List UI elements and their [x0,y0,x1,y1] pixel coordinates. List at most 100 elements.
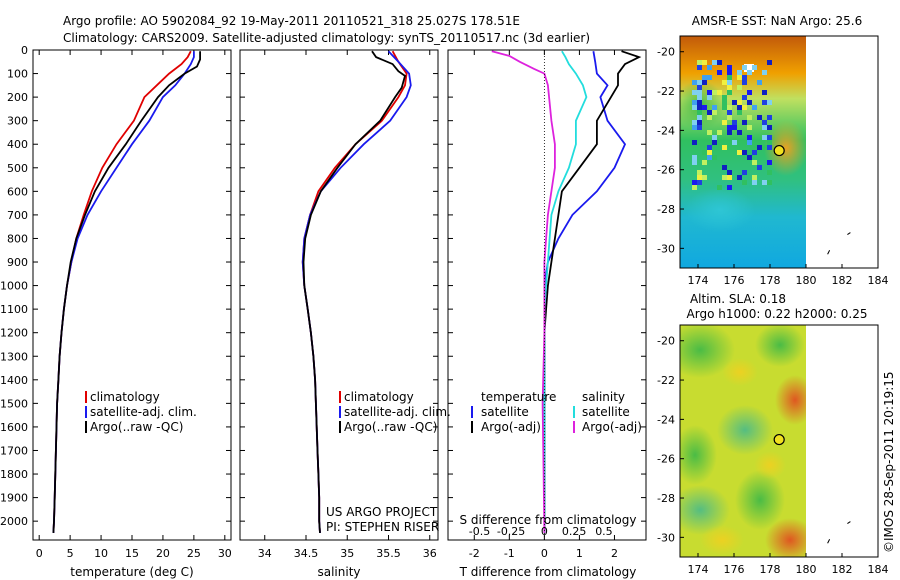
sst-pixel [747,70,752,75]
sst-pixel [697,105,702,110]
figure-title-line1: Argo profile: AO 5902084_92 19-May-2011 … [63,14,520,28]
sst-pixel [702,75,707,80]
sst-no-data-region [806,36,808,268]
project-annotation-line2: PI: STEPHEN RISER [326,520,439,534]
argo-float-marker [773,433,785,446]
x-tick-label: -1 [504,547,515,560]
sst-pixel [702,105,707,110]
temperature-plot: 0 5 10 15 20 25 30 [33,49,232,560]
sst-pixel [767,160,772,165]
series-line-satellite-adj-clim [52,51,195,533]
sst-pixel [757,145,762,150]
sst-pixel [752,160,757,165]
sst-pixel [717,185,722,190]
sst-speckle [692,60,772,190]
sst-pixel [757,80,762,85]
sst-pixel [737,75,742,80]
t-difference-x-label: T difference from climatology [459,565,637,579]
sst-pixel [727,70,732,75]
sst-pixel [767,100,772,105]
depth-tick-label: 1700 [0,444,28,457]
sst-pixel [762,145,767,150]
legend-label-argo: Argo(..raw -QC) [90,420,183,434]
x-tick-label: 35 [340,547,354,560]
depth-tick-label: 1800 [0,468,28,481]
sst-pixel [722,145,727,150]
sst-pixel [767,170,772,175]
sst-pixel [697,125,702,130]
legend-label-argo: Argo(..raw -QC) [344,420,437,434]
x-tick-label: 25 [187,547,201,560]
island-mark [827,539,831,544]
sla-patch [680,325,735,378]
map-x-tick-label: 174 [688,563,709,576]
sst-pixel [767,145,772,150]
sst-pixel [697,60,702,65]
depth-tick-label: 900 [7,256,28,269]
sst-pixel [692,180,697,185]
sst-cool-patch [685,188,755,232]
sst-pixel [752,105,757,110]
map-x-tick-label: 176 [724,563,745,576]
x-tick-label: 36 [423,547,437,560]
difference-plot-frame [447,49,647,541]
sst-pixel [727,185,732,190]
sst-pixel [692,125,697,130]
map-y-tick-label: -24 [657,124,675,137]
sst-pixel [737,130,742,135]
sst-white-gap [744,64,754,72]
s-tick-label: 0 [541,525,548,538]
map-x-tick-label: 178 [760,563,781,576]
map-x-tick-label: 184 [868,563,889,576]
sst-pixel [697,180,702,185]
sla-patch [680,485,730,535]
sst-map-title: AMSR-E SST: NaN Argo: 25.6 [692,14,862,28]
sst-pixel [697,95,702,100]
sst-pixel [727,115,732,120]
depth-tick-label: 1100 [0,303,28,316]
sst-pixel [692,90,697,95]
sst-pixel [697,100,702,105]
sst-pixel [707,115,712,120]
sst-pixel [727,110,732,115]
map-y-tick-label: -26 [657,453,675,466]
sst-pixel [707,110,712,115]
x-tick-label: 30 [218,547,232,560]
sst-pixel [692,105,697,110]
sst-pixel [712,60,717,65]
sst-pixel [717,70,722,75]
sst-pixel [727,80,732,85]
sst-pixel [767,135,772,140]
sla-patch [755,325,805,367]
sla-map [680,325,808,557]
island-mark [847,232,851,235]
sst-pixel [692,140,697,145]
legend-label-s-argo: Argo(-adj) [582,420,642,434]
sst-pixel [692,185,697,190]
x-tick-label: 34.5 [294,547,319,560]
sst-pixel [752,65,757,70]
depth-tick-label: 400 [7,138,28,151]
legend-title-temperature: temperature [481,390,556,404]
x-tick-label: 2 [611,547,618,560]
depth-tick-label: 1200 [0,327,28,340]
x-tick-label: 0 [541,547,548,560]
series-line-argo-adj [491,50,556,533]
sst-pixel [737,175,742,180]
map-x-tick-label: 182 [832,563,853,576]
sst-pixel [722,105,727,110]
sla-map-frame [679,324,879,558]
legend-label-climatology: climatology [344,390,414,404]
sst-pixel [727,105,732,110]
sst-pixel [702,80,707,85]
sla-map-title-line2: Argo h1000: 0.22 h2000: 0.25 [687,307,868,321]
map-y-tick-label: -22 [657,374,675,387]
sla-patch [765,518,808,557]
sst-pixel [707,90,712,95]
sst-pixel [702,150,707,155]
sst-pixel [767,115,772,120]
map-x-tick-label: 176 [724,274,745,287]
sst-map-frame [679,35,879,269]
sst-pixel [697,80,702,85]
sst-pixel [707,75,712,80]
